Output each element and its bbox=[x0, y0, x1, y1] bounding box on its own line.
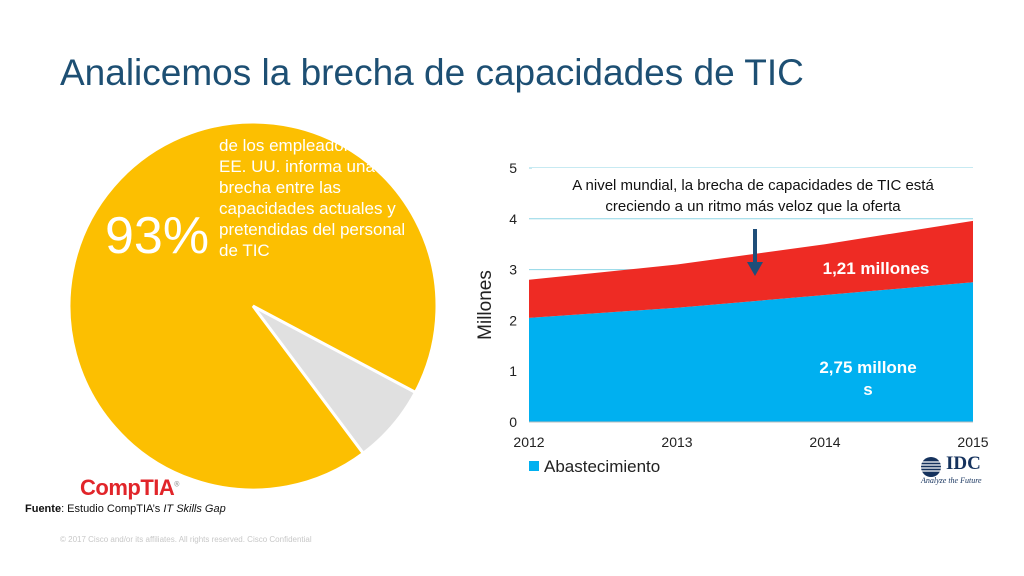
y-tick-label: 2 bbox=[509, 312, 517, 328]
chart-legend: Abastecimiento bbox=[529, 457, 660, 479]
x-tick-label: 2015 bbox=[957, 434, 988, 450]
legend-label: Abastecimiento bbox=[544, 457, 661, 476]
annotation-box bbox=[532, 168, 974, 218]
supply-label: 2,75 millone s bbox=[819, 358, 917, 399]
x-tick-label: 2012 bbox=[513, 434, 544, 450]
idc-tagline: Analyze the Future bbox=[921, 476, 982, 485]
y-tick-label: 1 bbox=[509, 363, 517, 379]
comptia-logo: CompTIA® bbox=[80, 475, 179, 500]
source-note: Fuente: Estudio CompTIA’s IT Skills Gap bbox=[25, 503, 226, 515]
y-tick-label: 4 bbox=[509, 211, 517, 227]
area-gap bbox=[529, 220, 973, 318]
chart-annotation: A nivel mundial, la brecha de capacidade… bbox=[572, 177, 934, 215]
pie-slice-93 bbox=[67, 120, 439, 492]
area-supply bbox=[529, 282, 973, 422]
pie-annotation: de los empleadores en los EE. UU. inform… bbox=[219, 136, 418, 260]
pie-percent-label: 93% bbox=[105, 207, 210, 265]
slide-title: Analicemos la brecha de capacidades de T… bbox=[60, 52, 804, 93]
legend-swatch bbox=[529, 461, 539, 471]
y-tick-label: 3 bbox=[509, 262, 517, 278]
y-tick-label: 5 bbox=[509, 160, 517, 176]
x-tick-label: 2013 bbox=[661, 434, 692, 450]
y-axis-label: Millones bbox=[475, 270, 496, 340]
gap-label: 1,21 millones bbox=[822, 259, 930, 278]
x-tick-label: 2014 bbox=[809, 434, 840, 450]
idc-globe-icon bbox=[921, 457, 941, 477]
footer-copyright: © 2017 Cisco and/or its affiliates. All … bbox=[60, 535, 312, 544]
idc-logo: IDC bbox=[946, 453, 981, 474]
down-arrow-head bbox=[747, 262, 763, 276]
y-tick-label: 0 bbox=[509, 414, 517, 430]
